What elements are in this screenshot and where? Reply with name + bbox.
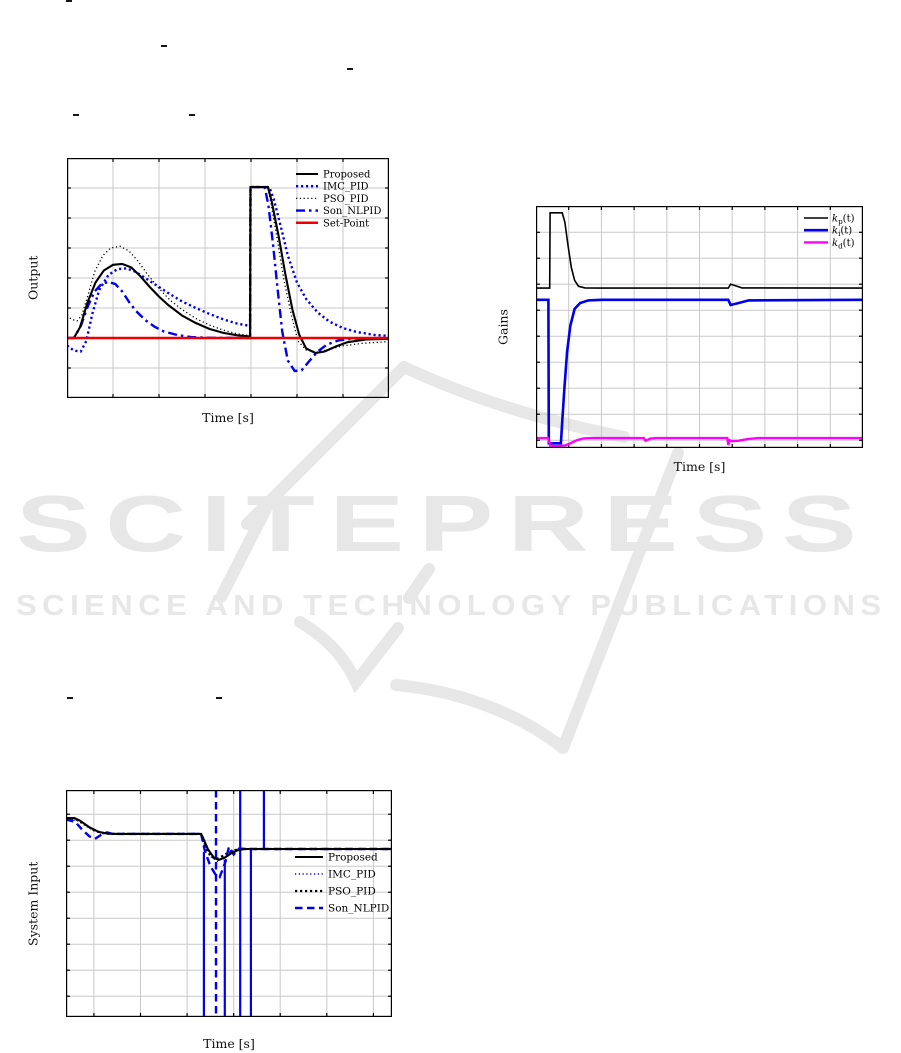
book-bottom-curve (390, 679, 569, 754)
legend-label: kd(t) (832, 238, 855, 251)
system-input-x-axis-label: Time [s] (203, 1036, 255, 1051)
gains-y-axis-label: Gains (495, 309, 511, 345)
legend-label: IMC_PID (323, 182, 369, 193)
series-kd-t- (536, 436, 863, 448)
series-proposed (67, 186, 389, 355)
series-son-nlpid (67, 185, 389, 373)
series-ki-t- (536, 298, 863, 445)
system-input-chart-canvas: Proposed IMC_PID PSO_PID Son_NLPID (66, 790, 392, 1017)
series-imc-pid (67, 185, 389, 353)
legend-label: Son_NLPID (328, 903, 389, 915)
series-kp-t- (536, 212, 863, 289)
plot-border (66, 790, 392, 1017)
legend-label: Son_NLPID (323, 206, 381, 217)
stray-dash-mark (66, 0, 72, 2)
legend-label: IMC_PID (328, 869, 376, 881)
legend-label: PSO_PID (328, 886, 376, 898)
stray-dash-mark (216, 697, 222, 699)
system-input-y-axis-label: System Input (25, 861, 41, 946)
legend-label: Proposed (323, 170, 371, 181)
gains-chart-canvas: kp(t)ki(t)kd(t) (536, 206, 863, 448)
book-page-curl (294, 616, 404, 694)
series-son-nlpid (66, 818, 392, 879)
stray-dash-mark (73, 114, 79, 116)
series-pso-pid (67, 186, 389, 353)
book-right-roof (398, 361, 630, 443)
series-proposed (66, 817, 392, 862)
book-left-edge (215, 499, 274, 603)
output-x-axis-label: Time [s] (202, 410, 254, 425)
book-left-roof (241, 361, 410, 530)
legend-label: ki(t) (832, 226, 852, 239)
stray-dash-mark (189, 114, 195, 116)
legend-label: kp(t) (832, 214, 855, 227)
stray-dash-mark (347, 68, 353, 70)
legend-label: Proposed (328, 852, 378, 864)
stray-dash-mark (67, 697, 73, 699)
gains-chart: kp(t) ki(t) kd(t) (536, 206, 863, 448)
output-y-axis-label: Output (25, 255, 41, 301)
watermark-title: SCITEPRESS (16, 479, 872, 569)
plot-border (536, 206, 863, 448)
legend-label: PSO_PID (323, 194, 368, 205)
gains-x-axis-label: Time [s] (673, 459, 726, 474)
output-response-chart: Proposed IMC_PID PSO_PID Son_NLPID Set-Point (67, 158, 389, 398)
watermark-subtitle: SCIENCE AND TECHNOLOGY PUBLICATIONS (16, 589, 887, 622)
stray-dash-mark (161, 45, 167, 47)
plot-border (67, 158, 389, 398)
legend-label: Set-Point (323, 218, 369, 229)
system-input-chart: Proposed IMC_PID PSO_PID Son_NLPID (66, 790, 392, 1017)
book-spine (403, 563, 435, 604)
book-right-edge (557, 447, 684, 754)
